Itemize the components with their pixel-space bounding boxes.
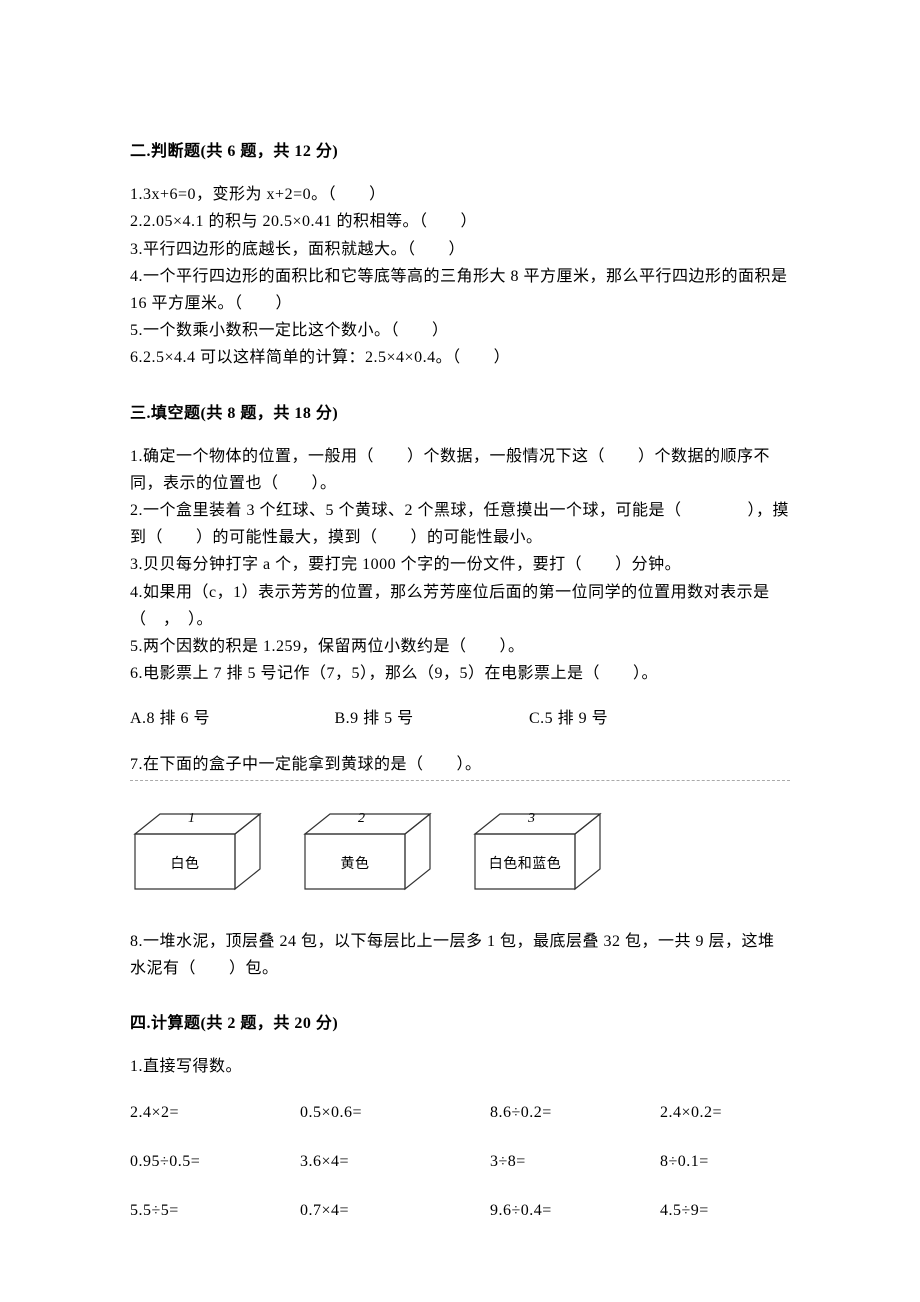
box-icon [470, 809, 610, 894]
calc-r2-c4: 8÷0.1= [660, 1148, 800, 1175]
calc-r2-c3: 3÷8= [490, 1148, 660, 1175]
s3-q6-option-a: A.8 排 6 号 [130, 705, 330, 732]
box-1: 1 白色 [130, 809, 270, 894]
section-2-questions: 1.3x+6=0，变形为 x+2=0。（ ） 2.2.05×4.1 的积与 20… [130, 181, 790, 371]
s3-q7-boxes: 1 白色 2 黄色 3 白色和蓝色 [130, 809, 790, 894]
box-3: 3 白色和蓝色 [470, 809, 610, 894]
box-1-label: 白色 [130, 853, 270, 877]
box-icon [300, 809, 440, 894]
s2-q6: 6.2.5×4.4 可以这样简单的计算：2.5×4×0.4。（ ） [130, 344, 790, 371]
s3-q3: 3.贝贝每分钟打字 a 个，要打完 1000 个字的一份文件，要打（ ）分钟。 [130, 551, 790, 578]
s3-q7: 7.在下面的盒子中一定能拿到黄球的是（ ）。 [130, 751, 790, 781]
box-2-number: 2 [358, 807, 366, 831]
box-3-label: 白色和蓝色 [470, 853, 610, 877]
calc-r3-c1: 5.5÷5= [130, 1197, 300, 1224]
s3-q5: 5.两个因数的积是 1.259，保留两位小数约是（ ）。 [130, 633, 790, 660]
box-2: 2 黄色 [300, 809, 440, 894]
section-3-questions: 1.确定一个物体的位置，一般用（ ）个数据，一般情况下这（ ）个数据的顺序不同，… [130, 443, 790, 982]
calc-row-2: 0.95÷0.5= 3.6×4= 3÷8= 8÷0.1= [130, 1148, 790, 1175]
s2-q1: 1.3x+6=0，变形为 x+2=0。（ ） [130, 181, 790, 208]
section-2-title: 二.判断题(共 6 题，共 12 分) [130, 138, 790, 165]
box-1-number: 1 [188, 807, 196, 831]
section-3-title: 三.填空题(共 8 题，共 18 分) [130, 400, 790, 427]
s3-q6-option-c: C.5 排 9 号 [529, 705, 679, 732]
s3-q7-text: 7.在下面的盒子中一定能拿到黄球的是（ ）。 [130, 751, 790, 781]
s3-q2: 2.一个盒里装着 3 个红球、5 个黄球、2 个黑球，任意摸出一个球，可能是（ … [130, 497, 790, 551]
s3-q1: 1.确定一个物体的位置，一般用（ ）个数据，一般情况下这（ ）个数据的顺序不同，… [130, 443, 790, 497]
calc-r2-c1: 0.95÷0.5= [130, 1148, 300, 1175]
calc-r3-c3: 9.6÷0.4= [490, 1197, 660, 1224]
s3-q6-option-b: B.9 排 5 号 [335, 705, 525, 732]
calc-r1-c2: 0.5×0.6= [300, 1099, 490, 1126]
s3-q4: 4.如果用（c，1）表示芳芳的位置，那么芳芳座位后面的第一位同学的位置用数对表示… [130, 579, 790, 633]
s2-q3: 3.平行四边形的底越长，面积就越大。（ ） [130, 236, 790, 263]
box-icon [130, 809, 270, 894]
box-2-label: 黄色 [300, 853, 440, 877]
calc-r3-c4: 4.5÷9= [660, 1197, 800, 1224]
calc-r1-c1: 2.4×2= [130, 1099, 300, 1126]
s3-q8: 8.一堆水泥，顶层叠 24 包，以下每层比上一层多 1 包，最底层叠 32 包，… [130, 928, 790, 982]
s4-calc-table: 2.4×2= 0.5×0.6= 8.6÷0.2= 2.4×0.2= 0.95÷0… [130, 1099, 790, 1225]
calc-row-3: 5.5÷5= 0.7×4= 9.6÷0.4= 4.5÷9= [130, 1197, 790, 1224]
calc-r2-c2: 3.6×4= [300, 1148, 490, 1175]
calc-r1-c4: 2.4×0.2= [660, 1099, 800, 1126]
section-4-title: 四.计算题(共 2 题，共 20 分) [130, 1010, 790, 1037]
s3-q6-options: A.8 排 6 号 B.9 排 5 号 C.5 排 9 号 [130, 705, 790, 732]
s2-q2: 2.2.05×4.1 的积与 20.5×0.41 的积相等。（ ） [130, 208, 790, 235]
s4-q1-label: 1.直接写得数。 [130, 1053, 790, 1080]
calc-row-1: 2.4×2= 0.5×0.6= 8.6÷0.2= 2.4×0.2= [130, 1099, 790, 1126]
s2-q5: 5.一个数乘小数积一定比这个数小。（ ） [130, 317, 790, 344]
calc-r1-c3: 8.6÷0.2= [490, 1099, 660, 1126]
s2-q4: 4.一个平行四边形的面积比和它等底等高的三角形大 8 平方厘米，那么平行四边形的… [130, 263, 790, 317]
box-3-number: 3 [528, 807, 536, 831]
s3-q6: 6.电影票上 7 排 5 号记作（7，5），那么（9，5）在电影票上是（ ）。 [130, 660, 790, 687]
calc-r3-c2: 0.7×4= [300, 1197, 490, 1224]
